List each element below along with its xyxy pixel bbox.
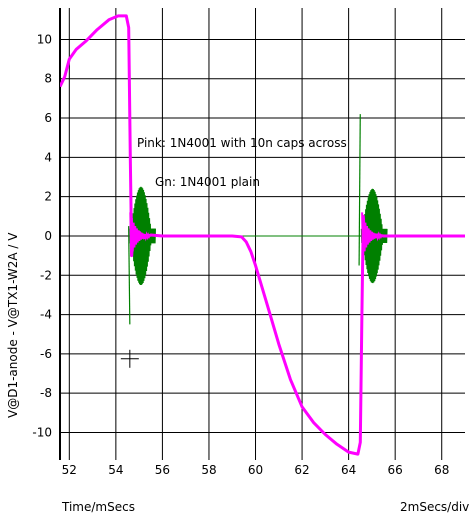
y-tick-label: 10 — [37, 32, 52, 46]
y-axis-label: V@D1-anode - V@TX1-W2A / V — [6, 232, 20, 418]
x-tick-labels: 52 54 56 58 60 62 64 66 68 — [62, 463, 450, 477]
y-tick-label: 8 — [44, 72, 52, 86]
series-green — [128, 114, 388, 325]
y-tick-label: -6 — [40, 347, 52, 361]
annotation-green: Gn: 1N4001 plain — [155, 175, 260, 189]
green-spike-up — [358, 114, 361, 266]
series-layer — [60, 14, 465, 456]
x-tick-label: 66 — [388, 463, 403, 477]
y-tick-label: 4 — [44, 150, 52, 164]
pink-ringing-1 — [129, 212, 151, 257]
scale-label: 2mSecs/div — [400, 500, 469, 514]
cursor-cross — [120, 349, 139, 368]
x-tick-label: 64 — [341, 463, 356, 477]
green-burst — [360, 188, 388, 284]
x-tick-label: 58 — [201, 463, 216, 477]
y-tick-label: -4 — [40, 308, 52, 322]
x-tick-label: 62 — [294, 463, 309, 477]
y-tick-label: -2 — [40, 268, 52, 282]
y-tick-label: -8 — [40, 386, 52, 400]
y-tick-label: 6 — [44, 111, 52, 125]
x-tick-label: 54 — [108, 463, 123, 477]
green-spike-down — [128, 226, 131, 325]
annotation-pink: Pink: 1N4001 with 10n caps across — [137, 136, 347, 150]
x-tick-label: 56 — [155, 463, 170, 477]
y-tick-label: 2 — [44, 190, 52, 204]
x-tick-label: 68 — [434, 463, 449, 477]
grid — [59, 8, 465, 460]
y-tick-labels: -10 -8 -6 -4 -2 0 2 4 6 8 10 — [32, 32, 52, 439]
pink-ringing-2 — [361, 212, 383, 257]
green-burst — [129, 186, 156, 286]
y-tick-label: 0 — [44, 229, 52, 243]
series-pink — [60, 14, 465, 456]
x-axis-label: Time/mSecs — [61, 500, 135, 514]
x-tick-label: 60 — [248, 463, 263, 477]
pink-trace — [60, 14, 465, 456]
x-tick-label: 52 — [62, 463, 77, 477]
y-tick-label: -10 — [32, 425, 52, 439]
